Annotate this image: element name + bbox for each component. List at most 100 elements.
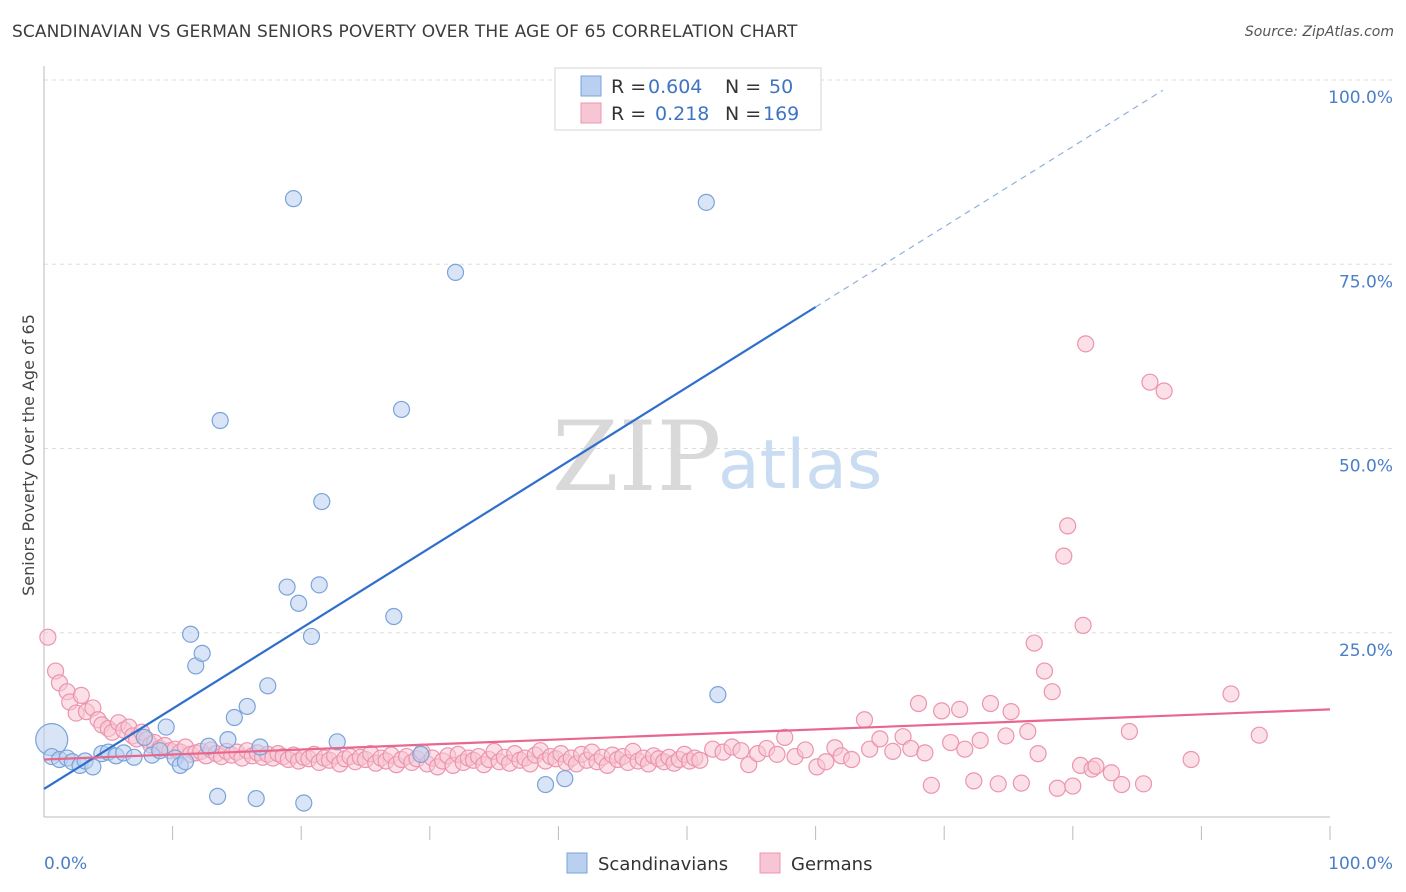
german-point bbox=[997, 727, 1015, 745]
axes bbox=[43, 66, 1331, 840]
scandinavian-point bbox=[209, 787, 227, 805]
gridlines bbox=[44, 79, 1392, 634]
scandinavian-point bbox=[284, 190, 303, 208]
chart-title: SCANDINAVIAN VS GERMAN SENIORS POVERTY O… bbox=[12, 22, 798, 42]
watermark: ZIP atlas bbox=[552, 401, 882, 513]
x-tick-label-max: 100.0% bbox=[1328, 854, 1393, 874]
german-point bbox=[1250, 726, 1268, 744]
german-point bbox=[768, 745, 786, 763]
german-point bbox=[1048, 779, 1066, 797]
y-tick-label: 25.0% bbox=[1339, 641, 1393, 661]
y-tick-label: 100.0% bbox=[1328, 88, 1393, 108]
scandinavian-point bbox=[392, 400, 411, 419]
german-point bbox=[951, 700, 969, 718]
german-point bbox=[740, 756, 758, 774]
scandinavian-point bbox=[328, 733, 346, 751]
german-point bbox=[1002, 703, 1020, 721]
scandinavian-point bbox=[193, 644, 211, 662]
scandinavian-point bbox=[310, 576, 328, 594]
german-point bbox=[1102, 764, 1120, 782]
german-point bbox=[817, 753, 835, 771]
scandinavian-point bbox=[302, 627, 321, 646]
x-tick-label-min: 0.0% bbox=[44, 854, 87, 874]
german-point bbox=[909, 694, 928, 713]
scandinavian-point bbox=[238, 697, 256, 716]
german-point bbox=[956, 740, 974, 758]
watermark-atlas: atlas bbox=[718, 426, 882, 505]
german-point bbox=[1182, 750, 1200, 769]
german-point bbox=[871, 730, 889, 748]
correlation-legend: R = 0.604 N = 50 R = 0.218 N = 169 bbox=[554, 67, 822, 131]
scandinavian-point bbox=[556, 770, 574, 788]
legend-r-label-1: R = bbox=[611, 76, 646, 98]
legend-swatch-germans bbox=[580, 102, 602, 124]
german-point bbox=[1055, 547, 1073, 565]
german-point bbox=[916, 744, 934, 762]
scandinavian-point bbox=[412, 745, 430, 763]
scandinavian-point bbox=[247, 789, 265, 808]
legend-r-value-scandinavians: 0.604 bbox=[648, 76, 702, 98]
scandinavian-point bbox=[536, 775, 555, 794]
german-point bbox=[39, 628, 57, 646]
scandinavian-point bbox=[157, 718, 175, 736]
german-point bbox=[1025, 634, 1043, 652]
trend-lines bbox=[43, 89, 1331, 790]
legend-n-value-scandinavians: 50 bbox=[769, 76, 793, 98]
scandinavian-point bbox=[259, 677, 277, 695]
german-point bbox=[1029, 745, 1047, 763]
series-legend: Scandinavians Germans bbox=[566, 852, 872, 875]
legend-r-label-2: R = bbox=[611, 103, 646, 125]
german-point bbox=[1012, 774, 1030, 792]
source-credit: Source: ZipAtlas.com bbox=[1244, 24, 1394, 40]
german-point bbox=[1141, 373, 1159, 391]
german-point bbox=[1077, 335, 1095, 353]
scandinavian-point bbox=[709, 686, 727, 704]
german-point bbox=[796, 741, 814, 759]
scandinavian-point bbox=[200, 737, 218, 755]
series-label-scandinavians: Scandinavians bbox=[598, 854, 728, 875]
german-point bbox=[1134, 775, 1153, 793]
german-point bbox=[884, 742, 902, 761]
german-point bbox=[855, 711, 874, 729]
series-swatch-germans bbox=[759, 852, 781, 874]
scandinavian-point bbox=[176, 753, 195, 771]
scandinavian-point bbox=[135, 728, 153, 747]
german-point bbox=[1087, 757, 1105, 775]
german-point bbox=[1059, 517, 1077, 535]
german-point bbox=[1155, 382, 1173, 400]
legend-swatch-scandinavians bbox=[580, 75, 602, 97]
scandinavian-point bbox=[697, 193, 715, 211]
germans-trend-line bbox=[43, 708, 1331, 761]
scandinavian-point bbox=[182, 625, 200, 643]
german-point bbox=[1074, 616, 1092, 634]
german-point bbox=[1035, 662, 1054, 680]
german-point bbox=[1064, 777, 1082, 795]
scandinavian-point bbox=[385, 607, 403, 626]
series-swatch-scandinavians bbox=[566, 852, 588, 874]
german-point bbox=[989, 775, 1007, 793]
series-label-germans: Germans bbox=[791, 854, 872, 875]
legend-r-value-germans: 0.218 bbox=[655, 103, 709, 125]
tick-labels: 25.0% 50.0% 75.0% 100.0% 0.0% 100.0% bbox=[44, 88, 1393, 874]
german-point bbox=[776, 728, 794, 747]
y-axis-title: Seniors Poverty Over the Age of 65 bbox=[19, 314, 38, 596]
german-point bbox=[1222, 685, 1240, 703]
german-point bbox=[981, 694, 1000, 713]
scandinavians-trend-line bbox=[43, 306, 817, 790]
y-tick-label: 75.0% bbox=[1339, 272, 1393, 292]
german-point bbox=[971, 731, 989, 749]
scandinavian-point bbox=[290, 594, 308, 612]
german-point bbox=[922, 776, 940, 794]
scandinavian-point bbox=[251, 738, 269, 756]
german-point bbox=[902, 739, 920, 758]
german-point bbox=[843, 750, 861, 769]
scandinavians-trend-extension bbox=[815, 89, 1164, 308]
german-point bbox=[72, 686, 90, 704]
german-point bbox=[1120, 722, 1138, 741]
scandinavian-point bbox=[295, 794, 313, 812]
legend-n-value-germans: 169 bbox=[763, 103, 799, 125]
scandinavian-point bbox=[278, 578, 296, 596]
scandinavian-point bbox=[446, 263, 465, 281]
german-point bbox=[965, 772, 983, 790]
scandinavian-point bbox=[313, 492, 331, 511]
